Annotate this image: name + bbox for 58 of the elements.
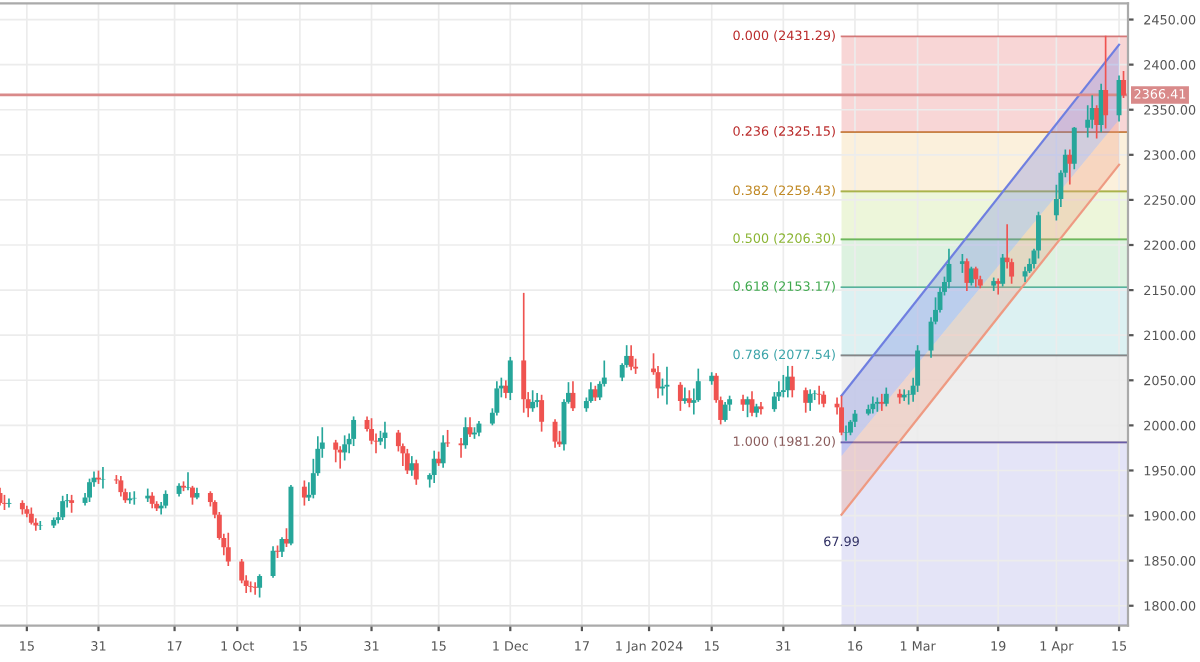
candlestick bbox=[879, 393, 885, 411]
candlestick bbox=[60, 495, 66, 521]
candlestick bbox=[758, 401, 764, 415]
candlestick bbox=[552, 419, 558, 448]
candlestick bbox=[463, 417, 468, 449]
candlestick bbox=[995, 278, 1001, 295]
candlestick bbox=[1000, 254, 1006, 287]
candlestick bbox=[807, 389, 813, 411]
candlestick bbox=[1103, 35, 1109, 129]
candlestick bbox=[333, 439, 339, 463]
candlestick bbox=[1071, 126, 1077, 170]
candlestick bbox=[722, 401, 728, 422]
candlestick bbox=[803, 387, 809, 413]
candlestick bbox=[87, 478, 92, 502]
candlestick bbox=[342, 435, 348, 461]
candlestick bbox=[413, 459, 419, 485]
candlestick bbox=[745, 396, 750, 418]
candlestick bbox=[248, 581, 254, 593]
candlestick bbox=[682, 387, 688, 404]
candlestick bbox=[440, 435, 446, 468]
candlestick bbox=[6, 498, 12, 508]
candlestick bbox=[843, 425, 849, 441]
candlestick bbox=[785, 365, 791, 398]
candlestick bbox=[252, 582, 258, 595]
candlestick bbox=[570, 381, 576, 411]
candlestick bbox=[185, 472, 191, 491]
candlestick bbox=[431, 450, 437, 484]
candlestick bbox=[225, 532, 231, 567]
candlestick bbox=[839, 395, 844, 436]
candlestick bbox=[964, 258, 970, 291]
candlestick bbox=[780, 374, 786, 398]
candlestick bbox=[507, 356, 513, 401]
candlestick bbox=[127, 492, 133, 504]
candlestick bbox=[521, 292, 527, 413]
candlestick bbox=[816, 385, 822, 405]
candlestick bbox=[1094, 105, 1100, 139]
candlestick bbox=[118, 475, 124, 497]
candlestick bbox=[369, 418, 374, 445]
candlestick bbox=[436, 451, 442, 466]
candlestick bbox=[257, 574, 263, 598]
candlestick bbox=[973, 266, 979, 288]
candlestick bbox=[351, 416, 357, 447]
candlestick bbox=[664, 366, 670, 405]
candlestick bbox=[1067, 149, 1073, 185]
candlestick bbox=[301, 480, 307, 506]
candlestick bbox=[382, 421, 388, 449]
candlestick bbox=[628, 345, 634, 371]
candlestick bbox=[539, 394, 545, 432]
candlestick bbox=[946, 248, 952, 289]
candlestick bbox=[1116, 75, 1122, 122]
candlestick bbox=[409, 456, 415, 476]
candlestick bbox=[870, 396, 876, 414]
candlestick bbox=[677, 382, 683, 411]
candlestick bbox=[270, 546, 276, 578]
candlestick bbox=[530, 390, 536, 412]
candlestick bbox=[789, 365, 795, 398]
candlestick bbox=[404, 448, 410, 475]
candlestick bbox=[1121, 71, 1126, 98]
